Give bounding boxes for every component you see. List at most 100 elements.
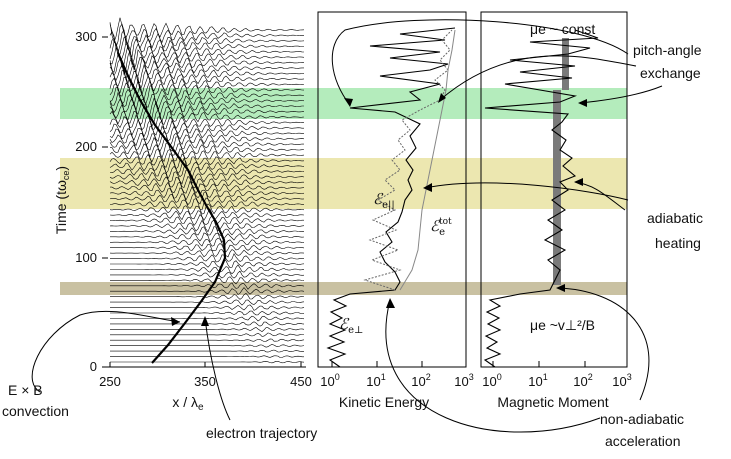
profile-trace (109, 29, 305, 54)
e-perp-trace (326, 27, 456, 368)
mu-trace (483, 29, 599, 368)
arrowhead (344, 98, 353, 107)
band-nonadiabatic-acceleration (60, 282, 627, 295)
highlight-bands (60, 88, 627, 295)
profile-trace (109, 219, 305, 233)
profile-trace (110, 299, 305, 306)
arrowhead (423, 183, 432, 192)
profile-trace (109, 75, 305, 97)
profile-trace (110, 276, 305, 285)
label-e-perp: ℰe⊥ (339, 315, 363, 336)
e-parallel-trace (363, 29, 453, 291)
arrowheads (171, 93, 587, 326)
panel-magnetic-moment: 100 101 102 103 Magnetic Moment μe ~ con… (480, 11, 632, 410)
profile-trace (110, 343, 305, 348)
arrowhead (438, 93, 446, 103)
pitch-annotation-curve-c (439, 55, 637, 101)
x-axis-label: Kinetic Energy (339, 394, 429, 410)
profile-trace (109, 97, 304, 117)
profile-trace (109, 130, 305, 148)
panel-frame (317, 11, 467, 368)
annotation-exchange: exchange (640, 65, 701, 81)
electron-trajectory-curve (116, 52, 227, 364)
x-tick-label: 103 (454, 372, 473, 389)
profile-trace (110, 315, 305, 322)
mu-constant-bar-upper (562, 38, 569, 90)
profile-trace (109, 23, 305, 49)
x-axis-label: Magnetic Moment (497, 394, 608, 410)
trajectory-annotation-curve (204, 317, 231, 421)
profile-trace (109, 214, 304, 226)
profile-trace (109, 68, 305, 92)
exb-annotation-curve (31, 310, 181, 393)
profile-trace (109, 185, 305, 201)
profile-trace (110, 242, 305, 253)
arrowhead (386, 298, 395, 308)
x-tick-label: 350 (194, 374, 216, 389)
profile-trace (110, 282, 305, 290)
profile-trace (109, 249, 305, 258)
label-mu-constant: μe ~ const (530, 21, 595, 37)
panel-stacked-profiles: 250 350 450 x / λe 0 100 200 300 Time (t… (53, 17, 312, 413)
x-axis-ticks (331, 361, 467, 367)
profile-trace (110, 293, 305, 300)
x-tick-label: 102 (411, 372, 430, 389)
profile-trace (110, 264, 305, 275)
annotation-adiabatic: adiabatic (647, 210, 703, 226)
adiabatic-annotation-curve-a (424, 182, 629, 201)
profile-trace (110, 180, 305, 194)
profile-trace (109, 152, 305, 170)
label-e-parallel: ℰe|| (373, 190, 395, 211)
profile-trace (110, 270, 305, 279)
profile-trace (110, 338, 305, 342)
profile-trace (109, 208, 305, 221)
profile-trace (109, 108, 305, 127)
profile-trace (109, 119, 304, 138)
profile-trace (110, 326, 305, 332)
arrowhead (578, 99, 587, 107)
x-tick-label: 101 (366, 372, 385, 389)
band-adiabatic-heating (60, 158, 627, 209)
profile-trace (110, 355, 304, 358)
nonadiabatic-annotation-curve-b (557, 287, 650, 401)
profile-trace (109, 164, 305, 180)
profile-trace (110, 360, 305, 364)
profile-trace (110, 259, 305, 269)
x-axis-ticks (109, 362, 302, 367)
x-tick-label: 100 (320, 372, 339, 389)
profile-trace (109, 157, 305, 175)
y-tick-label: 300 (75, 29, 97, 44)
profile-trace (110, 253, 304, 263)
profile-trace (109, 175, 304, 189)
profile-trace (109, 62, 305, 85)
band-pitch-angle-exchange (60, 88, 627, 119)
panel-frame (480, 11, 628, 368)
profile-trace (109, 44, 305, 71)
y-axis-ticks (102, 36, 108, 368)
x-tick-label: 102 (573, 372, 592, 389)
profile-trace (109, 197, 304, 211)
stacked-profile-traces (109, 17, 305, 364)
x-tick-label: 101 (528, 372, 547, 389)
x-tick-label: 103 (612, 372, 631, 389)
annotation-acceleration: acceleration (605, 433, 681, 449)
y-tick-label: 0 (90, 359, 97, 374)
profile-trace (110, 237, 305, 249)
nonadiabatic-annotation-curve-a (385, 299, 601, 433)
profile-trace (109, 17, 305, 43)
x-tick-label: 250 (99, 374, 121, 389)
panel-kinetic-energy: 100 101 102 103 Kinetic Energy ℰe|| ℰeto… (317, 11, 474, 410)
profile-trace (110, 226, 305, 236)
profile-trace (109, 114, 305, 131)
arrowhead (201, 316, 209, 326)
label-mu-formula: μe ~v⊥²/B (530, 317, 595, 333)
e-total-trace (399, 29, 456, 291)
profile-trace (109, 36, 304, 58)
annotation-heating: heating (655, 235, 701, 251)
arrowhead (574, 178, 583, 186)
label-e-total: ℰetot (430, 217, 452, 238)
y-axis-label: Time (tωce) (53, 166, 71, 234)
arrowhead (556, 284, 565, 292)
profile-trace (109, 41, 305, 66)
